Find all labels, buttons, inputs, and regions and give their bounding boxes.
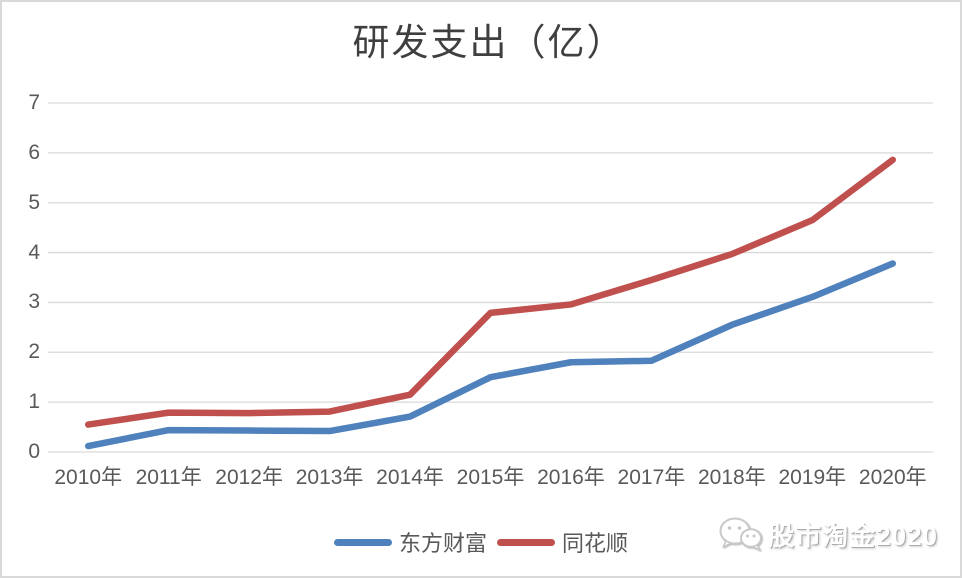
- y-axis-tick-label: 2: [28, 340, 40, 364]
- legend-item: 同花顺: [497, 526, 628, 558]
- series-line-1: [84, 156, 897, 428]
- x-axis-tick-label: 2010年: [54, 466, 123, 489]
- x-axis-tick-label: 2013年: [295, 466, 364, 489]
- legend-swatch: [497, 538, 555, 546]
- legend-label: 同花顺: [562, 531, 629, 556]
- x-axis-tick-label: 2011年: [135, 466, 202, 489]
- x-axis-tick-label: 2014年: [376, 466, 444, 489]
- wechat-icon: [719, 517, 763, 551]
- y-axis-tick-label: 0: [28, 440, 40, 463]
- watermark: 股市淘金2020: [717, 514, 938, 554]
- x-axis-tick-label: 2017年: [617, 466, 686, 489]
- x-axis-tick-label: 2020年: [858, 466, 927, 489]
- series-line-0: [84, 260, 897, 450]
- y-axis-tick-label: 6: [28, 140, 40, 164]
- y-axis-tick-label: 3: [28, 290, 40, 314]
- x-axis-tick-label: 2018年: [698, 466, 766, 489]
- y-axis-tick-label: 7: [28, 91, 40, 114]
- watermark-text: 股市淘金2020: [768, 520, 938, 551]
- legend-label: 东方财富: [398, 531, 487, 556]
- x-axis-tick-label: 2015年: [456, 466, 525, 489]
- x-axis-tick-label: 2019年: [778, 466, 847, 489]
- legend: 东方财富 同花顺: [2, 526, 960, 558]
- y-axis-tick-label: 5: [28, 190, 40, 214]
- x-axis-tick-label: 2016年: [537, 466, 605, 489]
- legend-swatch: [333, 538, 392, 546]
- x-axis-tick-label: 2012年: [215, 466, 283, 489]
- y-axis-tick-label: 1: [28, 390, 40, 414]
- legend-item: 东方财富: [333, 526, 487, 558]
- chart-title: 研发支出（亿）: [352, 23, 626, 64]
- y-axis-tick-label: 4: [28, 240, 40, 264]
